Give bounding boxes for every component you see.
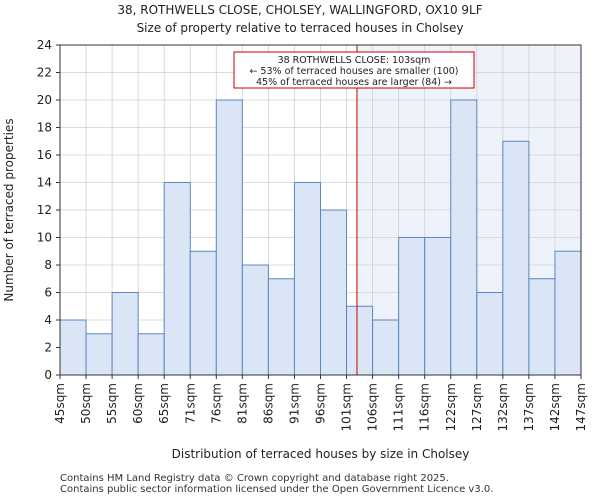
x-tick-label: 71sqm: [183, 383, 197, 424]
y-tick-label: 0: [44, 368, 52, 382]
y-tick-label: 16: [37, 148, 52, 162]
annotation-box: 38 ROTHWELLS CLOSE: 103sqm ← 53% of terr…: [233, 51, 475, 89]
x-tick-label: 60sqm: [131, 383, 145, 424]
bar: [554, 250, 582, 376]
footer-copyright: Contains HM Land Registry data © Crown c…: [60, 473, 449, 484]
x-tick-label: 142sqm: [548, 383, 562, 431]
footer-licence: Contains public sector information licen…: [60, 484, 494, 495]
annotation-line-3: 45% of terraced houses are larger (84) →: [256, 77, 452, 88]
y-tick-label: 20: [37, 93, 52, 107]
x-tick-label: 50sqm: [79, 383, 93, 424]
bar: [267, 278, 295, 376]
y-tick-label: 18: [37, 121, 52, 135]
x-tick-label: 81sqm: [235, 383, 249, 424]
bar: [241, 264, 269, 376]
x-tick-label: 96sqm: [314, 383, 328, 424]
bars: [59, 99, 582, 376]
x-tick-labels: 45sqm 50sqm 55sqm 60sqm 65sqm 71sqm 76sqm 81sqm…: [53, 375, 588, 431]
x-tick-label: 76sqm: [209, 383, 223, 424]
x-tick-label: 132sqm: [496, 383, 510, 431]
y-tick-label: 10: [37, 231, 52, 245]
bar: [293, 182, 322, 376]
annotation-line-2: ← 53% of terraced houses are smaller (10…: [249, 66, 458, 77]
bar: [163, 182, 191, 376]
x-tick-label: 147sqm: [574, 383, 588, 431]
x-tick-label: 86sqm: [261, 383, 275, 424]
bar: [450, 99, 478, 376]
annotation-line-1: 38 ROTHWELLS CLOSE: 103sqm: [278, 55, 431, 66]
x-tick-label: 91sqm: [287, 383, 301, 424]
x-tick-label: 122sqm: [444, 383, 458, 431]
bar: [320, 209, 348, 376]
x-tick-label: 116sqm: [418, 383, 432, 431]
x-axis-label: Distribution of terraced houses by size …: [172, 447, 470, 461]
y-axis-label: Number of terraced properties: [2, 118, 16, 301]
x-tick-label: 65sqm: [157, 383, 171, 424]
chart-title: 38, ROTHWELLS CLOSE, CHOLSEY, WALLINGFOR…: [117, 3, 483, 17]
y-tick-label: 8: [44, 258, 52, 272]
bar: [85, 333, 113, 376]
bar: [502, 140, 530, 376]
y-tick-label: 4: [44, 313, 52, 327]
bar: [137, 333, 165, 376]
bar: [528, 278, 556, 376]
x-tick-label: 127sqm: [470, 383, 484, 431]
y-tick-label: 6: [44, 286, 52, 300]
bar: [372, 319, 400, 376]
y-tick-label: 14: [37, 176, 52, 190]
y-tick-label: 22: [37, 66, 52, 80]
x-tick-label: 45sqm: [53, 383, 67, 424]
x-tick-label: 137sqm: [522, 383, 536, 431]
bar: [59, 319, 87, 376]
y-tick-label: 2: [44, 341, 52, 355]
x-tick-label: 111sqm: [392, 383, 406, 431]
bar: [476, 292, 504, 376]
x-tick-label: 101sqm: [340, 383, 354, 431]
bar: [398, 237, 426, 376]
bar: [424, 237, 452, 376]
chart-subtitle: Size of property relative to terraced ho…: [136, 21, 464, 35]
bar: [111, 292, 139, 376]
y-tick-label: 24: [37, 38, 52, 52]
bar: [189, 250, 217, 376]
y-tick-label: 12: [37, 203, 52, 217]
annotation-border: [233, 51, 475, 89]
x-tick-label: 55sqm: [105, 383, 119, 424]
bar: [346, 305, 374, 376]
bar: [215, 99, 243, 376]
x-tick-label: 106sqm: [366, 383, 380, 431]
